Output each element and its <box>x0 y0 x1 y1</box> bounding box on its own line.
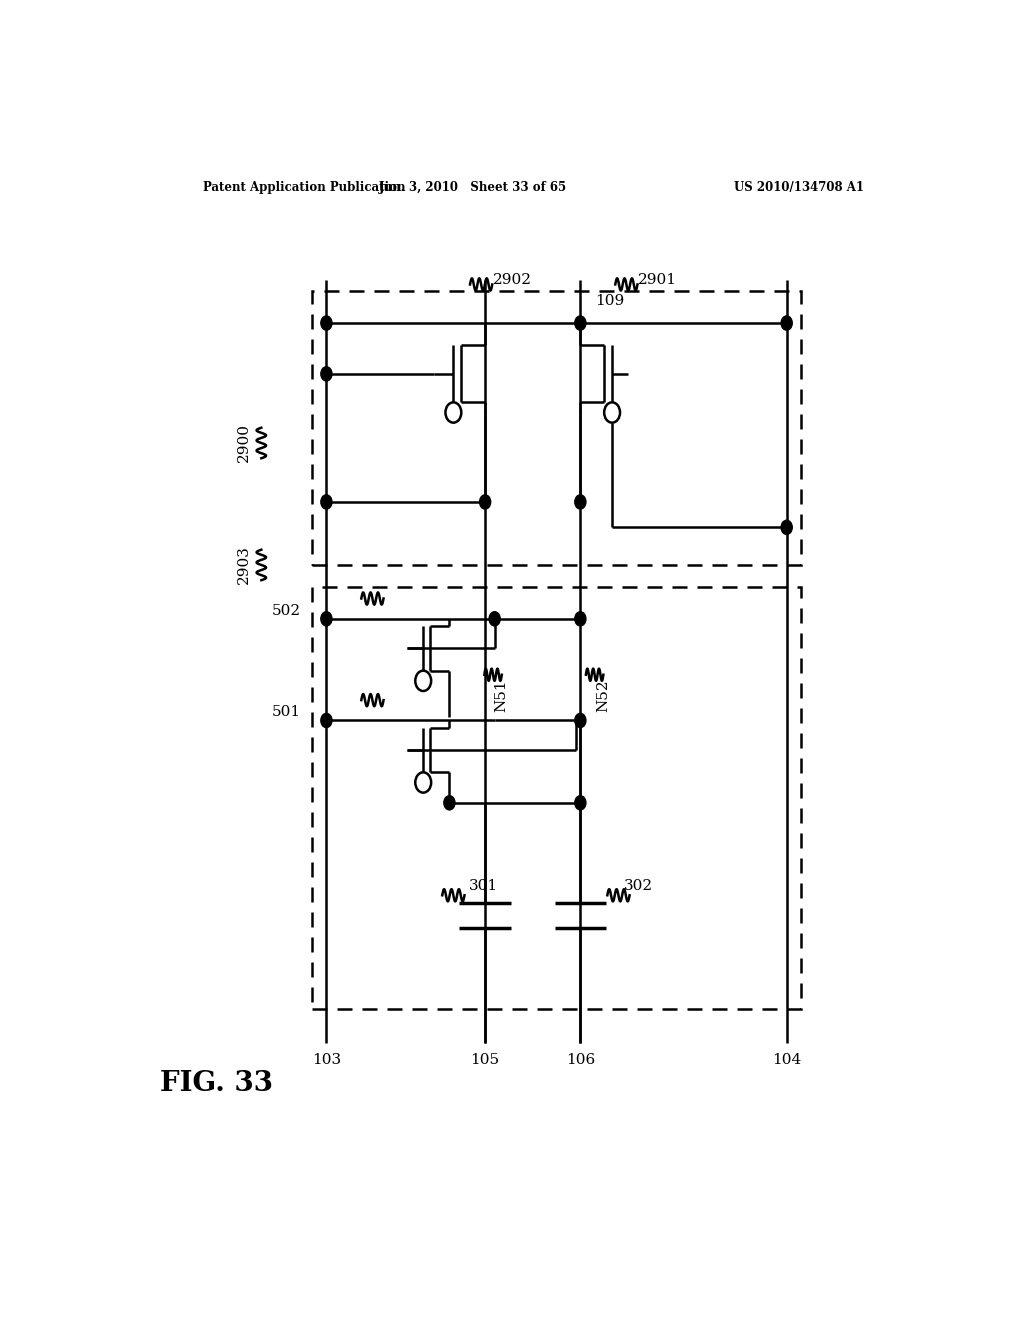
Text: US 2010/134708 A1: US 2010/134708 A1 <box>733 181 863 194</box>
Text: 301: 301 <box>469 879 499 894</box>
Circle shape <box>781 315 793 330</box>
Text: 2903: 2903 <box>237 545 251 585</box>
Circle shape <box>321 315 332 330</box>
Text: FIG. 33: FIG. 33 <box>161 1069 273 1097</box>
Circle shape <box>574 713 586 727</box>
Circle shape <box>574 495 586 510</box>
Circle shape <box>479 495 490 510</box>
Circle shape <box>489 611 500 626</box>
Circle shape <box>604 403 621 422</box>
Text: 2902: 2902 <box>494 273 532 288</box>
Circle shape <box>574 315 586 330</box>
Circle shape <box>321 713 332 727</box>
Text: 106: 106 <box>565 1053 595 1067</box>
Text: Patent Application Publication: Patent Application Publication <box>204 181 406 194</box>
Circle shape <box>416 671 431 690</box>
Text: N52: N52 <box>596 680 610 713</box>
Circle shape <box>321 611 332 626</box>
Text: N51: N51 <box>495 680 509 713</box>
Text: 501: 501 <box>272 705 301 719</box>
Circle shape <box>443 796 455 810</box>
Circle shape <box>574 796 586 810</box>
Circle shape <box>781 520 793 535</box>
Text: 2900: 2900 <box>237 424 251 462</box>
Text: 104: 104 <box>772 1053 802 1067</box>
Circle shape <box>445 403 461 422</box>
Circle shape <box>574 611 586 626</box>
Text: 103: 103 <box>312 1053 341 1067</box>
Text: 2901: 2901 <box>638 273 677 288</box>
Circle shape <box>321 495 332 510</box>
Text: 105: 105 <box>471 1053 500 1067</box>
Circle shape <box>416 772 431 792</box>
Text: 502: 502 <box>272 603 301 618</box>
Circle shape <box>321 367 332 381</box>
Text: 302: 302 <box>624 879 653 894</box>
Text: 109: 109 <box>595 293 624 308</box>
Text: Jun. 3, 2010   Sheet 33 of 65: Jun. 3, 2010 Sheet 33 of 65 <box>379 181 567 194</box>
Bar <box>312 290 801 565</box>
Bar <box>312 587 801 1008</box>
